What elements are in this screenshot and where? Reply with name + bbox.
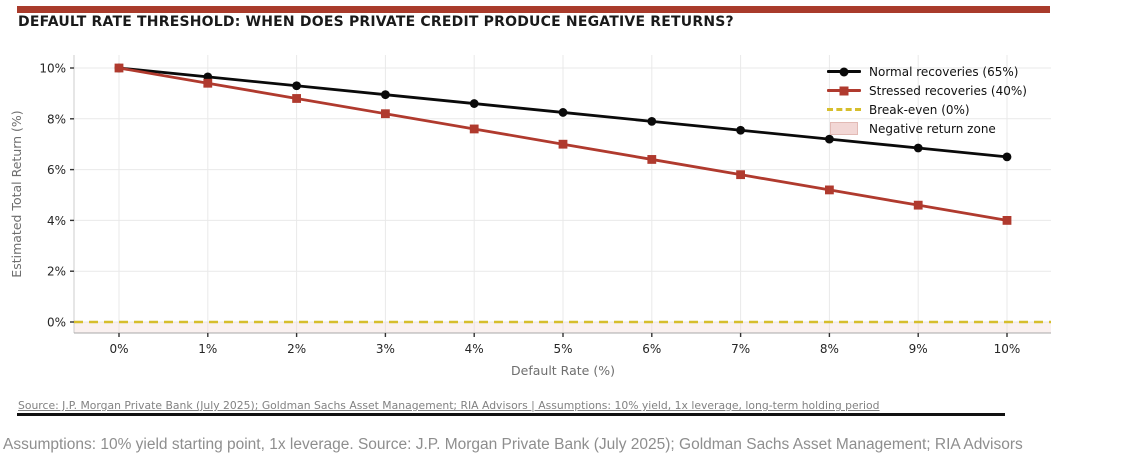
break-even-dashed-line-icon (826, 103, 862, 116)
source-note: Source: J.P. Morgan Private Bank (July 2… (18, 399, 880, 412)
negative-zone-patch-icon (826, 122, 862, 135)
svg-text:4%: 4% (47, 214, 66, 228)
svg-text:2%: 2% (287, 342, 306, 356)
legend-label-normal-recoveries: Normal recoveries (65%) (869, 64, 1019, 79)
normal-recoveries-line-icon (826, 65, 862, 78)
accent-bar (17, 6, 1050, 13)
assumptions-caption: Assumptions: 10% yield starting point, 1… (3, 436, 1023, 453)
legend-label-break-even: Break-even (0%) (869, 102, 970, 117)
svg-text:0%: 0% (109, 342, 128, 356)
svg-text:Estimated Total Return (%): Estimated Total Return (%) (9, 110, 24, 277)
svg-text:5%: 5% (553, 342, 572, 356)
legend: Normal recoveries (65%) Stressed recover… (826, 62, 1027, 138)
svg-text:4%: 4% (465, 342, 484, 356)
svg-text:8%: 8% (820, 342, 839, 356)
svg-text:6%: 6% (47, 163, 66, 177)
svg-text:9%: 9% (909, 342, 928, 356)
svg-text:0%: 0% (47, 316, 66, 330)
footer-divider (17, 413, 1005, 416)
svg-text:2%: 2% (47, 265, 66, 279)
svg-text:8%: 8% (47, 112, 66, 126)
svg-text:Default Rate (%): Default Rate (%) (511, 363, 615, 378)
svg-text:1%: 1% (198, 342, 217, 356)
svg-text:3%: 3% (376, 342, 395, 356)
svg-text:6%: 6% (642, 342, 661, 356)
stressed-recoveries-line-icon (826, 84, 862, 97)
svg-text:7%: 7% (731, 342, 750, 356)
chart-title: DEFAULT RATE THRESHOLD: WHEN DOES PRIVAT… (18, 14, 734, 30)
legend-label-negative-zone: Negative return zone (869, 121, 996, 136)
line-chart: 0% 1% 2% 3% 4% 5% 6% 7% 8% 9% 10% 0% 2% 4% 6% 8% 10% Defa… (9, 55, 1051, 378)
legend-label-stressed-recoveries: Stressed recoveries (40%) (869, 83, 1027, 98)
svg-text:10%: 10% (39, 62, 66, 76)
legend-item-negative-zone: Negative return zone (826, 119, 1027, 138)
legend-item-break-even: Break-even (0%) (826, 100, 1027, 119)
legend-item-stressed-recoveries: Stressed recoveries (40%) (826, 81, 1027, 100)
svg-text:10%: 10% (994, 342, 1021, 356)
legend-item-normal-recoveries: Normal recoveries (65%) (826, 62, 1027, 81)
